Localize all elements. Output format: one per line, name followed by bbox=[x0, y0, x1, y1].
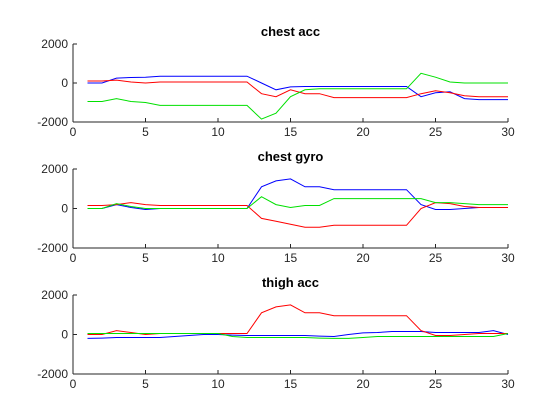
x-tick-label: 30 bbox=[501, 377, 515, 391]
series-line-3 bbox=[87, 72, 508, 120]
x-tick-label: 0 bbox=[70, 125, 77, 139]
x-tick-label: 15 bbox=[284, 377, 298, 391]
x-tick-label: 10 bbox=[211, 251, 225, 265]
series-line-1 bbox=[87, 330, 509, 339]
y-tick-label: 2000 bbox=[41, 288, 68, 302]
chart-title: chest acc bbox=[261, 24, 320, 39]
x-tick-label: 25 bbox=[429, 125, 443, 139]
x-tick-label: 20 bbox=[356, 125, 370, 139]
x-tick-label: 30 bbox=[501, 125, 515, 139]
x-tick-label: 15 bbox=[284, 251, 298, 265]
y-tick-label: 2000 bbox=[41, 162, 68, 176]
y-tick-label: 0 bbox=[61, 328, 68, 342]
y-tick-label: -2000 bbox=[37, 115, 68, 129]
y-tick-label: 0 bbox=[61, 202, 68, 216]
series-line-3 bbox=[87, 196, 508, 209]
x-tick-label: 25 bbox=[429, 377, 443, 391]
x-tick-label: 5 bbox=[142, 251, 149, 265]
y-tick-label: -2000 bbox=[37, 367, 68, 381]
series-line-2 bbox=[87, 79, 508, 99]
series-line-1 bbox=[87, 75, 508, 101]
x-tick-label: 15 bbox=[284, 125, 298, 139]
x-tick-label: 25 bbox=[429, 251, 443, 265]
x-tick-label: 0 bbox=[70, 377, 77, 391]
x-tick-label: 10 bbox=[211, 125, 225, 139]
x-tick-label: 5 bbox=[142, 125, 149, 139]
chart-title: thigh acc bbox=[262, 275, 319, 290]
y-tick-label: -2000 bbox=[37, 241, 68, 255]
y-tick-label: 0 bbox=[61, 76, 68, 90]
y-tick-label: 2000 bbox=[41, 37, 68, 51]
x-tick-label: 10 bbox=[211, 377, 225, 391]
x-tick-label: 30 bbox=[501, 251, 515, 265]
series-line-2 bbox=[87, 304, 508, 336]
x-tick-label: 20 bbox=[356, 251, 370, 265]
x-tick-label: 20 bbox=[356, 377, 370, 391]
chart-title: chest gyro bbox=[258, 149, 324, 164]
series-line-3 bbox=[87, 333, 509, 339]
x-tick-label: 5 bbox=[142, 377, 149, 391]
x-tick-label: 0 bbox=[70, 251, 77, 265]
